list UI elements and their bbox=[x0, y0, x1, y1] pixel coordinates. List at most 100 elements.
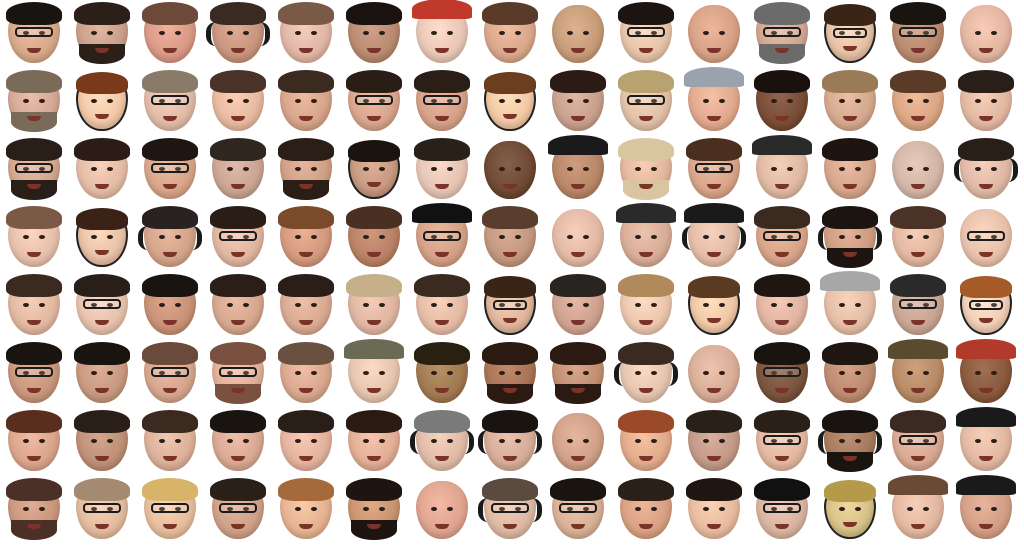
glasses-shape bbox=[899, 299, 937, 310]
eye-shape bbox=[22, 506, 29, 511]
face-emote bbox=[688, 5, 740, 63]
hair-shape bbox=[688, 276, 740, 298]
eye-shape bbox=[243, 234, 250, 239]
hair-shape bbox=[822, 70, 878, 94]
eye-shape bbox=[90, 30, 97, 35]
headset-shape bbox=[206, 22, 270, 46]
eye-shape bbox=[854, 506, 861, 511]
eye-shape bbox=[838, 370, 845, 375]
eye-shape bbox=[906, 30, 913, 35]
face-emote bbox=[142, 342, 198, 403]
face-emote bbox=[822, 138, 878, 199]
eye-shape bbox=[583, 234, 590, 239]
face-emote bbox=[890, 274, 946, 335]
beard-shape bbox=[623, 180, 669, 200]
eye-shape bbox=[226, 98, 233, 103]
eye-shape bbox=[855, 98, 862, 103]
eye-shape bbox=[906, 98, 913, 103]
glasses-shape bbox=[423, 95, 461, 106]
mouth-shape bbox=[366, 251, 382, 257]
eye-shape bbox=[770, 166, 777, 171]
eye-shape bbox=[379, 506, 386, 511]
mouth-shape bbox=[503, 318, 517, 324]
eye-shape bbox=[651, 506, 658, 511]
face-emote bbox=[686, 410, 742, 471]
eye-shape bbox=[243, 506, 250, 511]
eye-shape bbox=[651, 302, 658, 307]
eye-shape bbox=[990, 302, 997, 307]
eye-shape bbox=[311, 166, 318, 171]
face-emote bbox=[754, 274, 810, 335]
cap-shape bbox=[956, 407, 1016, 427]
eye-shape bbox=[447, 98, 454, 103]
face-emote bbox=[210, 206, 266, 267]
mouth-shape bbox=[26, 523, 42, 529]
eye-shape bbox=[566, 234, 573, 239]
face-emote bbox=[210, 274, 266, 335]
eye-shape bbox=[175, 166, 182, 171]
glasses-shape bbox=[423, 231, 461, 242]
mouth-shape bbox=[910, 47, 926, 53]
eye-shape bbox=[923, 234, 930, 239]
face-emote bbox=[142, 274, 198, 335]
hair-shape bbox=[348, 140, 400, 162]
mouth-shape bbox=[298, 183, 314, 189]
headset-shape bbox=[818, 430, 882, 454]
eye-shape bbox=[311, 370, 318, 375]
mouth-shape bbox=[94, 183, 110, 189]
glasses-shape bbox=[151, 503, 189, 514]
mouth-shape bbox=[570, 523, 586, 529]
hair-shape bbox=[142, 342, 198, 366]
eye-shape bbox=[719, 438, 726, 443]
beard-shape bbox=[827, 452, 873, 472]
eye-shape bbox=[787, 98, 794, 103]
face-emote bbox=[210, 410, 266, 471]
cap-shape bbox=[344, 339, 404, 359]
mouth-shape bbox=[162, 523, 178, 529]
hair-shape bbox=[278, 274, 334, 298]
mouth-shape bbox=[162, 47, 178, 53]
mouth-shape bbox=[843, 522, 857, 528]
eye-shape bbox=[787, 438, 794, 443]
eye-shape bbox=[91, 234, 98, 239]
mouth-shape bbox=[910, 523, 926, 529]
eye-shape bbox=[838, 98, 845, 103]
mouth-shape bbox=[638, 387, 654, 393]
eye-shape bbox=[39, 98, 46, 103]
hair-shape bbox=[754, 410, 810, 434]
face-emote bbox=[616, 203, 676, 267]
eye-shape bbox=[430, 30, 437, 35]
eye-shape bbox=[447, 30, 454, 35]
mouth-shape bbox=[570, 47, 586, 53]
face-emote bbox=[754, 342, 810, 403]
mouth-shape bbox=[502, 251, 518, 257]
mouth-shape bbox=[366, 387, 382, 393]
mouth-shape bbox=[570, 183, 586, 189]
hair-shape bbox=[618, 2, 674, 26]
eye-shape bbox=[311, 438, 318, 443]
face-emote bbox=[686, 138, 742, 199]
eye-shape bbox=[583, 370, 590, 375]
eye-shape bbox=[362, 302, 369, 307]
mouth-shape bbox=[707, 318, 721, 324]
face-emote bbox=[822, 70, 878, 131]
eye-shape bbox=[311, 234, 318, 239]
eye-shape bbox=[294, 98, 301, 103]
hair-shape bbox=[210, 274, 266, 298]
eye-shape bbox=[243, 302, 250, 307]
glasses-shape bbox=[627, 27, 665, 38]
glasses-shape bbox=[83, 299, 121, 310]
eye-shape bbox=[515, 234, 522, 239]
glasses-shape bbox=[15, 367, 53, 378]
mouth-shape bbox=[570, 387, 586, 393]
hair-shape bbox=[346, 206, 402, 230]
eye-shape bbox=[498, 234, 505, 239]
hair-shape bbox=[482, 410, 538, 434]
eye-shape bbox=[90, 438, 97, 443]
eye-shape bbox=[379, 98, 386, 103]
face-emote bbox=[76, 208, 128, 267]
hair-shape bbox=[76, 72, 128, 94]
eye-shape bbox=[770, 302, 777, 307]
hair-shape bbox=[822, 342, 878, 366]
face-emote bbox=[484, 72, 536, 131]
